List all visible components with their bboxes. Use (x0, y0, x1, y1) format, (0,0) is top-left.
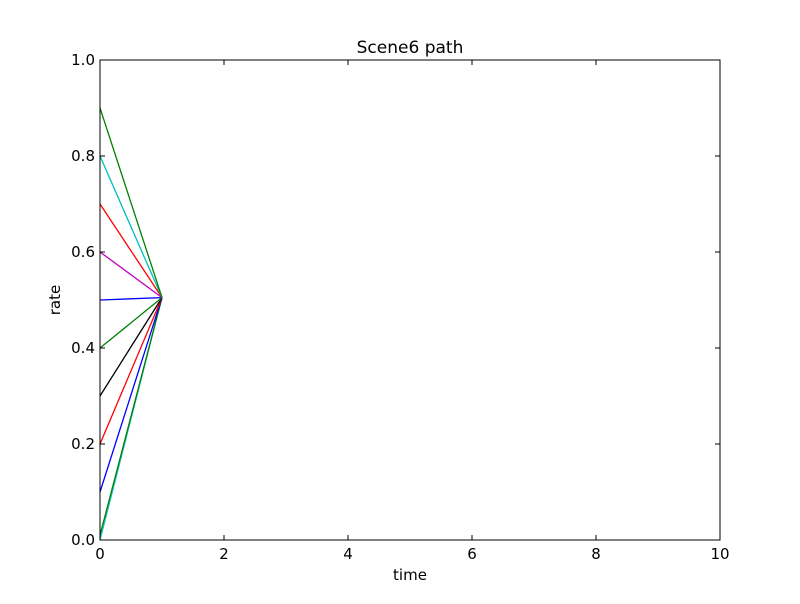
x-tick-label: 8 (591, 545, 601, 563)
plot-area (100, 60, 720, 540)
y-tick-label: 0.2 (71, 435, 95, 453)
y-tick-label: 0.8 (71, 147, 95, 165)
y-tick-label: 0.0 (71, 531, 95, 549)
y-axis-label: rate (46, 285, 64, 315)
series-line-7 (99, 296, 163, 301)
x-tick-label: 0 (95, 545, 105, 563)
chart-title: Scene6 path (357, 38, 464, 58)
tick-layer: 0 2 4 6 8 10 0.0 0.2 0.4 0.6 0.8 1.0 (71, 51, 729, 563)
series-line-6 (99, 297, 163, 349)
series-line-11 (99, 107, 163, 298)
x-tick-label: 6 (467, 545, 477, 563)
series-line-8 (99, 251, 163, 299)
series-line-5 (99, 297, 163, 397)
series-line-10 (99, 155, 163, 298)
series-line-3 (99, 297, 163, 493)
x-tick-label: 4 (343, 545, 353, 563)
y-tick-label: 0.6 (71, 243, 95, 261)
series-line-2 (99, 297, 163, 536)
axes-frame (99, 59, 721, 541)
y-tick-label: 0.4 (71, 339, 95, 357)
y-tick-label: 1.0 (71, 51, 95, 69)
series-line-9 (99, 203, 163, 298)
x-axis-label: time (393, 566, 427, 584)
x-tick-label: 10 (710, 545, 729, 563)
series-line-4 (99, 297, 163, 445)
series-layer (99, 107, 163, 541)
x-tick-label: 2 (219, 545, 229, 563)
